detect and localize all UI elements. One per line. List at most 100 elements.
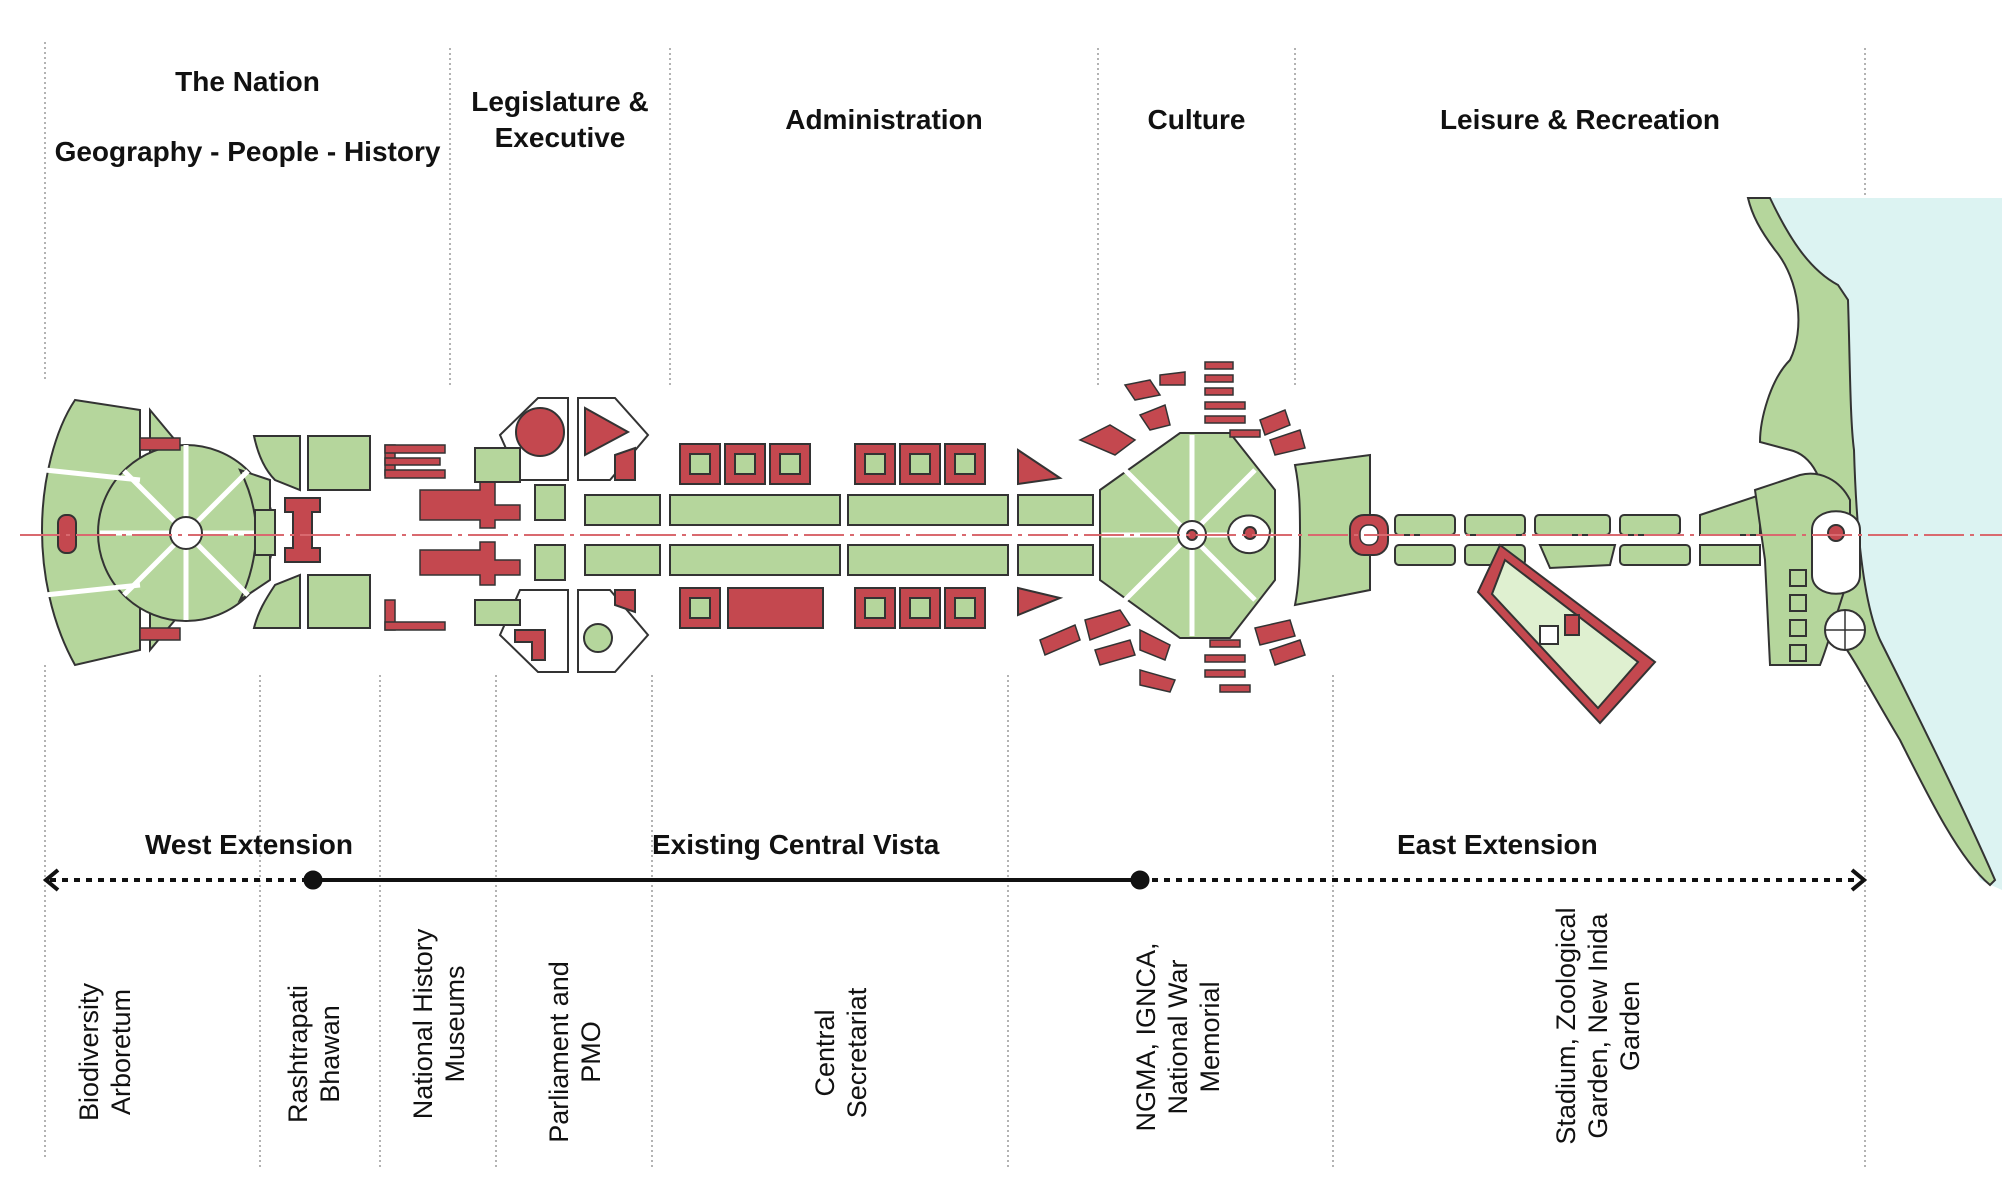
plan-shape (864, 597, 886, 619)
central-lawns (584, 494, 1094, 576)
west-extension-label: West Extension (145, 829, 353, 860)
zone-title-line: Culture (1147, 104, 1246, 135)
plan-shape (583, 623, 613, 653)
plan-shape (689, 597, 711, 619)
culture-buildings (1039, 361, 1306, 693)
plan-shape (1243, 526, 1257, 540)
place-label-central-secretariat: Central Secretariat (809, 988, 873, 1119)
plan-shape (954, 597, 976, 619)
old-fort-garden (1476, 543, 1657, 725)
place-label-line: National History (408, 928, 438, 1120)
plan-shape (669, 544, 841, 576)
place-label-line: PMO (576, 1021, 606, 1083)
plan-shape (307, 435, 371, 491)
plan-shape (474, 599, 521, 626)
plan-shape (1219, 684, 1251, 693)
plan-shape (1204, 415, 1246, 424)
place-label-ngma-ignca: NGMA, IGNCA, National War Memorial (1130, 942, 1226, 1131)
plan-shape (419, 541, 521, 586)
plan-shape (584, 544, 661, 576)
plan-shape (514, 629, 546, 661)
place-label-biodiversity-arboretum: Biodiversity Arboretum (73, 983, 137, 1121)
plan-shape (847, 544, 1009, 576)
plan-shape (1825, 610, 1865, 650)
plan-shape (1699, 493, 1761, 536)
plan-shape (139, 437, 181, 451)
zone-title-line: The Nation (175, 66, 320, 97)
place-label-line: Parliament and (544, 961, 574, 1143)
plan-shape (909, 453, 931, 475)
place-label-line: Biodiversity (74, 982, 104, 1122)
plan-shape (779, 453, 801, 475)
plan-shape (474, 447, 521, 483)
place-label-line: NGMA, IGNCA, (1131, 942, 1161, 1132)
plan-shape (1811, 510, 1861, 595)
plan-shape (44, 582, 141, 598)
place-label-line: Garden (1615, 980, 1645, 1072)
zone-title-administration: Administration (670, 102, 1098, 138)
east-extension-label: East Extension (1397, 829, 1598, 860)
extension-bar (42, 868, 1868, 892)
plan-shape (1123, 379, 1162, 401)
place-label-line: National War (1163, 959, 1193, 1115)
plan-shape (847, 494, 1009, 526)
plan-shape (139, 627, 181, 641)
zone-title-legislature: Legislature & Executive (450, 84, 670, 156)
plan-shape (44, 467, 141, 483)
plan-shape (169, 516, 203, 550)
place-label-line: Stadium, Zoological (1551, 907, 1581, 1145)
plan-shape (1159, 371, 1186, 386)
plan-shape (1139, 669, 1177, 693)
place-label-line: Rashtrapati (283, 984, 313, 1124)
plan-shape (1789, 569, 1807, 587)
plan-shape (384, 457, 441, 466)
zone-title-line: Executive (494, 122, 626, 153)
plan-shape (1204, 401, 1246, 410)
plan-shape (1204, 654, 1246, 663)
plan-shape (1269, 639, 1306, 666)
plan-shape (252, 435, 301, 492)
plan-shape (284, 497, 321, 563)
plan-shape (1204, 669, 1246, 678)
plan-shape (1538, 544, 1617, 570)
plan-shape (1017, 586, 1064, 617)
east-node (1130, 870, 1150, 890)
place-label-rashtrapati-bhawan: Rashtrapati Bhawan (282, 985, 346, 1123)
plan-shape (252, 573, 301, 629)
plan-shape (1084, 609, 1132, 641)
place-label-line: Bhawan (315, 1005, 345, 1103)
plan-shape (1619, 544, 1691, 566)
east-arrowhead (1850, 868, 1868, 892)
plan-shape (1293, 453, 1371, 607)
plan-shape (1534, 514, 1611, 536)
plan-shape (1464, 514, 1526, 536)
plan-shape (1139, 628, 1171, 661)
west-node (303, 870, 323, 890)
plan-shape (1017, 448, 1063, 486)
place-label-line: Central (810, 1009, 840, 1097)
plan-shape (1539, 625, 1559, 645)
plan-shape (1259, 409, 1291, 436)
plan-shape (864, 453, 886, 475)
plan-shape (1204, 387, 1234, 396)
parliament-complex (474, 397, 650, 673)
plan-shape (1204, 361, 1234, 370)
place-label-line: Secretariat (842, 987, 872, 1119)
plan-shape (1789, 619, 1807, 637)
zone-title-line: Leisure & Recreation (1439, 104, 1721, 135)
plan-shape (1827, 524, 1845, 542)
plan-shape (909, 597, 931, 619)
zone-title-line: Geography - People - History (54, 136, 441, 167)
plan-shape (384, 621, 446, 631)
plan-shape (954, 453, 976, 475)
plan-shape (899, 443, 941, 485)
plan-shape (384, 444, 446, 454)
plan-shape (1209, 639, 1241, 648)
plan-shape (1699, 544, 1761, 566)
plan-shape (1394, 544, 1456, 566)
river-water (1748, 198, 2002, 890)
plan-shape (669, 494, 841, 526)
plan-shape (614, 589, 636, 614)
plan-shape (1564, 614, 1580, 636)
